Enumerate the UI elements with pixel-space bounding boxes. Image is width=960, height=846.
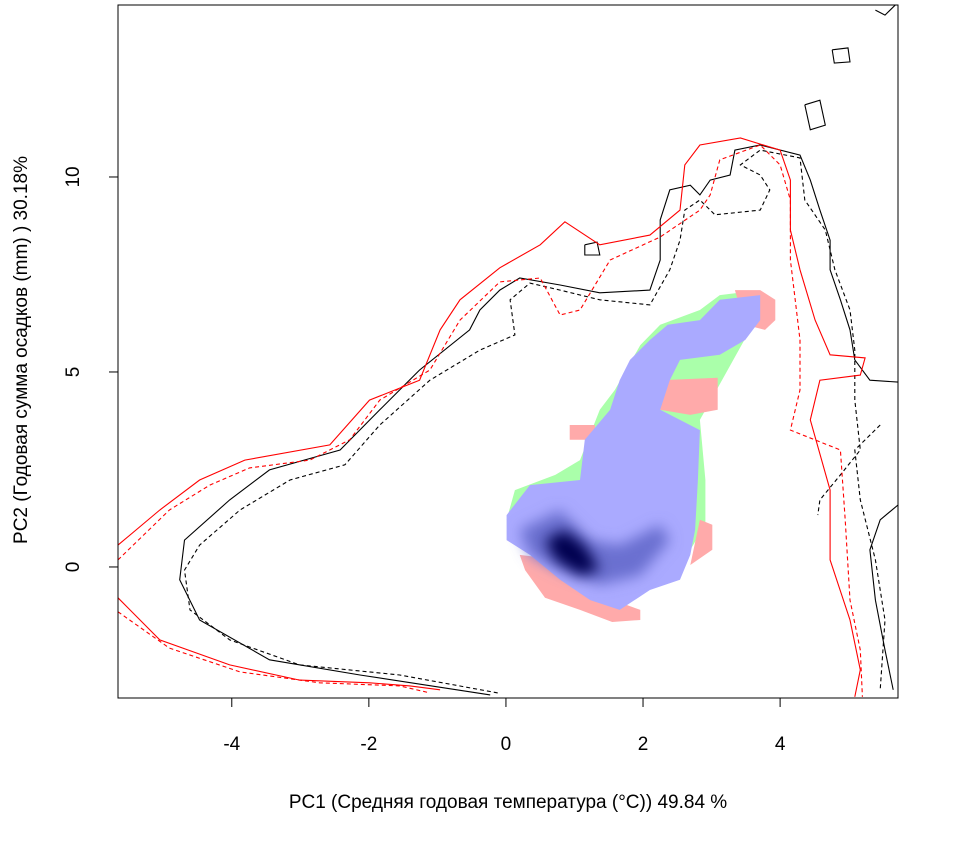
x-tick-label: -2 (360, 734, 377, 755)
contour-line (117, 611, 431, 694)
density-region (690, 519, 713, 565)
contour-line (117, 597, 441, 691)
x-tick-label: -4 (223, 734, 240, 755)
density-region (519, 510, 670, 585)
contour-line (854, 424, 886, 690)
contour-line (804, 99, 826, 131)
contour-line (117, 137, 866, 697)
y-tick-label: 10 (63, 166, 84, 187)
x-tick-label: 4 (775, 734, 786, 755)
density-region (545, 529, 600, 576)
contour-line (584, 241, 601, 256)
y-tick-label: 5 (63, 367, 84, 378)
contour-line (831, 47, 851, 64)
plot-frame (117, 4, 899, 699)
y-tick-label: 0 (63, 562, 84, 573)
contour-line (117, 144, 863, 697)
x-tick-label: 2 (638, 734, 649, 755)
contour-line (875, 4, 896, 16)
x-axis-label: PC1 (Средняя годовая температура (°C)) 4… (289, 792, 727, 813)
y-axis-label: PC2 (Годовая сумма осадков (mm) ) 30.18% (11, 156, 32, 544)
contour-line (869, 504, 899, 690)
x-tick-label: 0 (501, 734, 512, 755)
contour-line (179, 144, 899, 696)
contour-line (183, 149, 861, 694)
density-region (660, 377, 718, 415)
